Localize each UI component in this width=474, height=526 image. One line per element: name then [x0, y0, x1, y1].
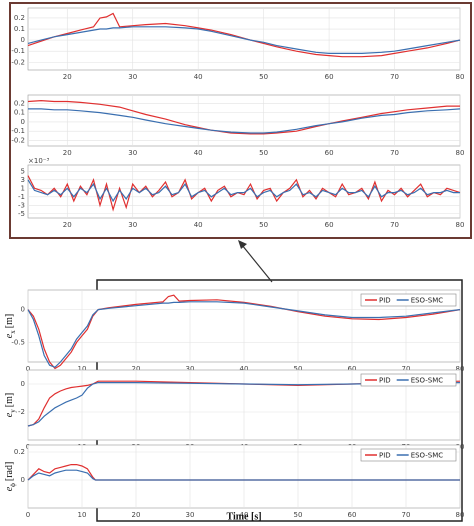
y-label-unit: [rad] [4, 462, 15, 481]
y-tick-label: -1 [18, 193, 25, 201]
y-tick-label: -0.5 [11, 338, 25, 346]
line-series [27, 294, 461, 370]
y-tick-label: 0 [21, 380, 25, 388]
plot-area [27, 164, 461, 219]
y-tick-label: 0.1 [14, 109, 25, 117]
x-tick-label: 40 [194, 149, 203, 157]
line-series [27, 26, 461, 54]
y-tick-label: 0.2 [14, 99, 25, 107]
legend-label: PID [379, 297, 391, 305]
y-tick-label: 0 [21, 476, 25, 484]
axis-exponent: ×10⁻³ [28, 157, 49, 165]
y-tick-label: -5 [18, 210, 25, 218]
x-tick-label: 40 [240, 511, 249, 519]
x-tick-label: 50 [259, 149, 268, 157]
y-tick-label: -3 [18, 201, 25, 209]
x-tick-label: 40 [194, 221, 203, 229]
x-tick-label: 60 [348, 365, 357, 373]
x-axis-label: Time [s] [226, 511, 261, 522]
x-tick-label: 30 [128, 73, 137, 81]
arrow-line [241, 244, 273, 283]
y-tick-label: 1 [21, 184, 25, 192]
x-tick-label: 60 [325, 221, 334, 229]
x-tick-label: 50 [259, 221, 268, 229]
legend-label: PID [379, 452, 391, 460]
legend-label: ESO-SMC [411, 452, 444, 460]
y-axis-label: eϕ [rad] [4, 462, 16, 492]
y-tick-label: 0.2 [14, 14, 25, 22]
y-tick-label: -2 [18, 408, 25, 416]
arrow-head [238, 240, 247, 249]
line-series [27, 99, 460, 135]
x-tick-label: 20 [63, 73, 72, 81]
x-tick-label: 20 [63, 221, 72, 229]
x-tick-label: 30 [186, 511, 195, 519]
y-tick-label: 0 [21, 36, 25, 44]
y-label-unit: [m] [4, 314, 15, 328]
line-series [27, 179, 460, 203]
line-series [27, 469, 460, 481]
x-tick-label: 80 [456, 73, 465, 81]
y-tick-label: 0.2 [14, 448, 25, 456]
x-tick-label: 20 [132, 511, 141, 519]
x-tick-label: 70 [390, 149, 399, 157]
y-tick-label: -0.2 [11, 58, 25, 66]
x-tick-label: 80 [456, 221, 465, 229]
y-tick-label: 5 [21, 167, 25, 175]
x-tick-label: 40 [194, 73, 203, 81]
legend-label: PID [379, 377, 391, 385]
x-tick-label: 20 [132, 365, 141, 373]
x-tick-label: 70 [390, 221, 399, 229]
x-tick-label: 10 [78, 365, 87, 373]
y-label-main: e [4, 412, 15, 417]
y-axis-label: ex [m] [4, 314, 16, 338]
x-tick-label: 30 [186, 365, 195, 373]
y-tick-label: 0.1 [14, 25, 25, 33]
y-label-sub: x [9, 330, 17, 334]
line-series [28, 108, 461, 134]
x-tick-label: 70 [390, 73, 399, 81]
y-tick-label: -0.1 [11, 47, 25, 55]
line-series [27, 301, 461, 368]
y-tick-label: 0 [21, 306, 25, 314]
x-tick-label: 80 [456, 511, 465, 519]
x-tick-label: 50 [294, 365, 303, 373]
x-tick-label: 70 [402, 365, 411, 373]
y-label-unit: [m] [4, 393, 15, 407]
y-tick-label: 0 [21, 118, 25, 126]
x-tick-label: 60 [325, 149, 334, 157]
x-tick-label: 50 [259, 73, 268, 81]
line-series [27, 382, 461, 427]
legend-label: ESO-SMC [411, 297, 444, 305]
x-tick-label: 60 [325, 73, 334, 81]
x-tick-label: 80 [456, 149, 465, 157]
line-series [27, 175, 461, 212]
x-tick-label: 0 [26, 365, 30, 373]
y-axis-label: ey [m] [4, 393, 16, 417]
x-tick-label: 10 [78, 511, 87, 519]
inset-frame [9, 2, 472, 239]
x-tick-label: 60 [348, 511, 357, 519]
x-tick-label: 40 [240, 365, 249, 373]
line-series [27, 12, 461, 58]
y-tick-label: 3 [21, 176, 25, 184]
x-tick-label: 50 [294, 511, 303, 519]
plot-area [27, 94, 461, 147]
legend-label: ESO-SMC [411, 377, 444, 385]
y-label-sub: ϕ [9, 483, 17, 487]
x-tick-label: 70 [402, 511, 411, 519]
y-label-main: e [4, 333, 15, 338]
y-tick-label: -0.2 [11, 136, 25, 144]
y-label-main: e [4, 486, 15, 491]
x-tick-label: 0 [26, 511, 30, 519]
x-tick-label: 30 [128, 149, 137, 157]
x-tick-label: 80 [456, 365, 465, 373]
y-label-sub: y [9, 409, 17, 413]
x-tick-label: 20 [63, 149, 72, 157]
x-tick-label: 30 [128, 221, 137, 229]
y-tick-label: -0.1 [11, 127, 25, 135]
